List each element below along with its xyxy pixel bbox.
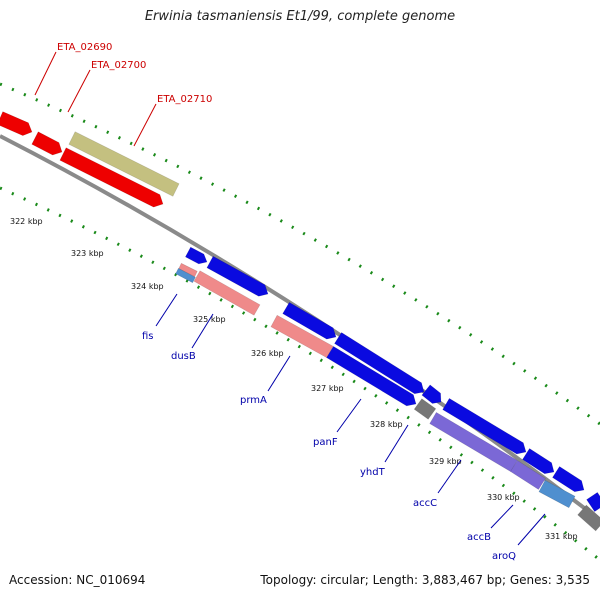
gene-label-leader [34, 51, 57, 96]
gene-feature-panF [326, 345, 417, 407]
kbp-label: 330 kbp [487, 493, 520, 502]
gene-feature-blue-3 [282, 301, 337, 340]
gene-label-leader [384, 424, 409, 463]
gene-feature-blue-9 [586, 491, 600, 513]
gene-label-panf: panF [313, 437, 338, 448]
genome-title: Erwinia tasmaniensis Et1/99, complete ge… [144, 9, 456, 24]
gene-label-prma: prmA [240, 395, 267, 406]
gene-feature-fis-b [175, 267, 196, 284]
gene-feature-red [59, 147, 164, 208]
gene-label-fis: fis [142, 331, 154, 342]
gene-feature-blue-2 [206, 255, 269, 297]
gene-feature-aroQ [538, 479, 576, 509]
gene-label-eta_02700: ETA_02700 [91, 60, 146, 71]
gene-label-accb: accB [467, 532, 491, 543]
gene-label-leader [336, 398, 362, 433]
gene-features [0, 111, 600, 532]
gene-feature-eta02690 [0, 111, 33, 136]
gene-label-aroq: aroQ [492, 551, 516, 562]
kbp-label: 329 kbp [429, 457, 462, 466]
gene-feature-blue-5 [421, 384, 442, 404]
gene-label-leader [191, 313, 214, 349]
gene-label-eta_02710: ETA_02710 [157, 94, 212, 105]
gene-feature-blue-4 [334, 332, 425, 395]
gene-label-leader [155, 293, 178, 327]
gene-feature-eta02700 [31, 131, 63, 156]
gene-feature-prmA [270, 314, 334, 359]
kbp-label: 327 kbp [311, 384, 344, 393]
gene-label-yhdt: yhdT [360, 467, 386, 478]
inner-tick-ring [0, 186, 600, 562]
gene-label-eta_02690: ETA_02690 [57, 42, 112, 53]
gene-feature-accB [510, 460, 546, 490]
kbp-label: 323 kbp [71, 249, 104, 258]
kbp-label: 331 kbp [545, 532, 578, 541]
gene-label-accc: accC [413, 498, 437, 509]
gene-label-leader [517, 513, 546, 546]
gene-feature-accC [429, 411, 518, 473]
gene-feature-dusB [193, 270, 261, 316]
topology-text: Topology: circular; Length: 3,883,467 bp… [260, 573, 590, 587]
kbp-label: 322 kbp [10, 217, 43, 226]
gene-label-dusb: dusB [171, 351, 196, 362]
gene-feature-blue-7 [522, 448, 555, 475]
gene-feature-blue-1 [184, 246, 208, 265]
gene-label-leader [133, 103, 157, 147]
gene-label-leader [67, 69, 91, 113]
gene-feature-grey-1 [413, 398, 437, 420]
gene-feature-blue-6 [442, 397, 527, 455]
gene-label-leader [490, 504, 514, 529]
accession-text: Accession: NC_010694 [9, 573, 146, 587]
gene-feature-eta02710-pseudo [68, 131, 180, 197]
gene-label-leader [437, 459, 462, 494]
kbp-label: 326 kbp [251, 349, 284, 358]
kbp-label: 328 kbp [370, 420, 403, 429]
kbp-label: 324 kbp [131, 282, 164, 291]
gene-feature-fis [178, 262, 198, 278]
gene-label-leader [267, 355, 291, 392]
gene-feature-grey-2 [577, 504, 600, 532]
gene-feature-blue-8 [552, 466, 585, 493]
